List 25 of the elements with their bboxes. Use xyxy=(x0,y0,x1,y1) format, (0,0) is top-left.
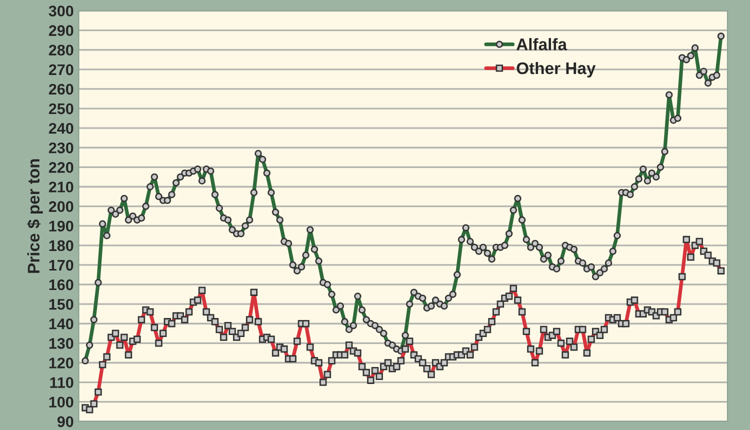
y-tick-label: 230 xyxy=(48,142,74,154)
y-tick-label: 270 xyxy=(48,64,74,76)
y-tick-label: 220 xyxy=(48,162,74,173)
y-tick-label: 100 xyxy=(49,396,74,408)
y-tick-label: 180 xyxy=(49,240,74,252)
legend-label: Alfalfa xyxy=(516,38,568,50)
y-tick-label: 300 xyxy=(48,6,74,16)
y-tick-label: 290 xyxy=(48,25,74,36)
y-tick-label: 110 xyxy=(50,377,74,388)
y-tick-label: 130 xyxy=(49,338,74,349)
y-tick-label: 250 xyxy=(48,103,74,114)
y-tick-label: 140 xyxy=(49,318,74,330)
legend-label: Other Hay xyxy=(516,62,596,78)
y-tick-label: 260 xyxy=(48,84,74,95)
y-tick-label: 90 xyxy=(57,416,74,428)
y-tick-label: 280 xyxy=(48,44,74,56)
y-tick-label: 200 xyxy=(48,201,74,212)
y-tick-label: 240 xyxy=(48,122,74,134)
y-tick-label: 190 xyxy=(49,220,74,232)
y-axis-title: Price $ per ton xyxy=(27,159,43,273)
y-tick-label: 170 xyxy=(49,260,74,271)
y-tick-label: 150 xyxy=(49,298,74,310)
y-tick-label: 120 xyxy=(49,358,74,368)
y-tick-label: 160 xyxy=(49,279,74,290)
y-tick-label: 210 xyxy=(48,182,74,192)
